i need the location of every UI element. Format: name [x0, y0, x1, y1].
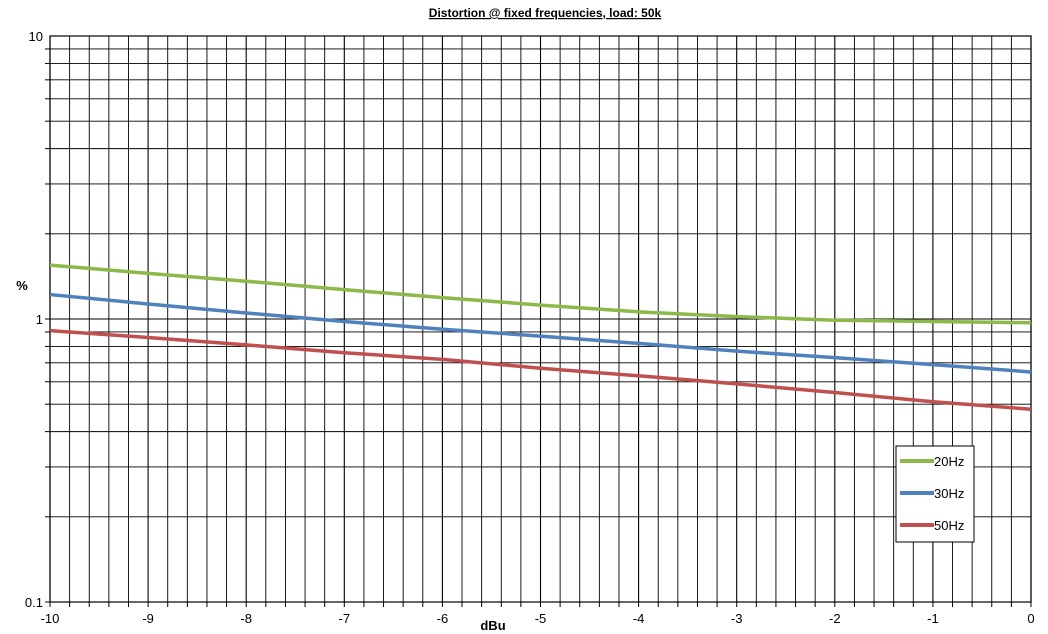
series-lines — [49, 263, 1032, 411]
grid — [45, 36, 1032, 607]
legend-label: 50Hz — [934, 518, 964, 533]
series-line-50Hz — [49, 328, 1032, 411]
x-tick-label: -10 — [41, 611, 60, 626]
series-line-30Hz — [49, 292, 1032, 374]
x-tick-label: -7 — [339, 611, 351, 626]
x-tick-label: -9 — [142, 611, 154, 626]
legend-label: 30Hz — [934, 486, 964, 501]
x-tick-label: -3 — [731, 611, 743, 626]
y-tick-label: 10 — [29, 29, 43, 44]
plot-frame — [49, 35, 1032, 603]
x-tick-label: -2 — [829, 611, 841, 626]
x-axis-label: dBu — [480, 618, 505, 633]
x-tick-label: -8 — [240, 611, 252, 626]
x-tick-label: 0 — [1027, 611, 1034, 626]
x-tick-label: -6 — [437, 611, 449, 626]
x-tick-label: -1 — [927, 611, 939, 626]
legend-label: 20Hz — [934, 454, 964, 469]
chart-title: Distortion @ fixed frequencies, load: 50… — [429, 6, 662, 20]
series-line-20Hz — [49, 263, 1032, 325]
legend: 20Hz 30Hz 50Hz — [895, 445, 975, 543]
y-tick-labels: 0.1 1 10 — [25, 29, 43, 610]
y-tick-label: 1 — [36, 312, 43, 327]
x-tick-labels: -10 -9 -8 -7 -6 -5 -4 -3 -2 -1 0 — [41, 611, 1035, 626]
y-axis-label: % — [16, 278, 28, 293]
x-tick-label: -5 — [535, 611, 547, 626]
y-tick-label: 0.1 — [25, 595, 43, 610]
x-tick-label: -4 — [633, 611, 645, 626]
